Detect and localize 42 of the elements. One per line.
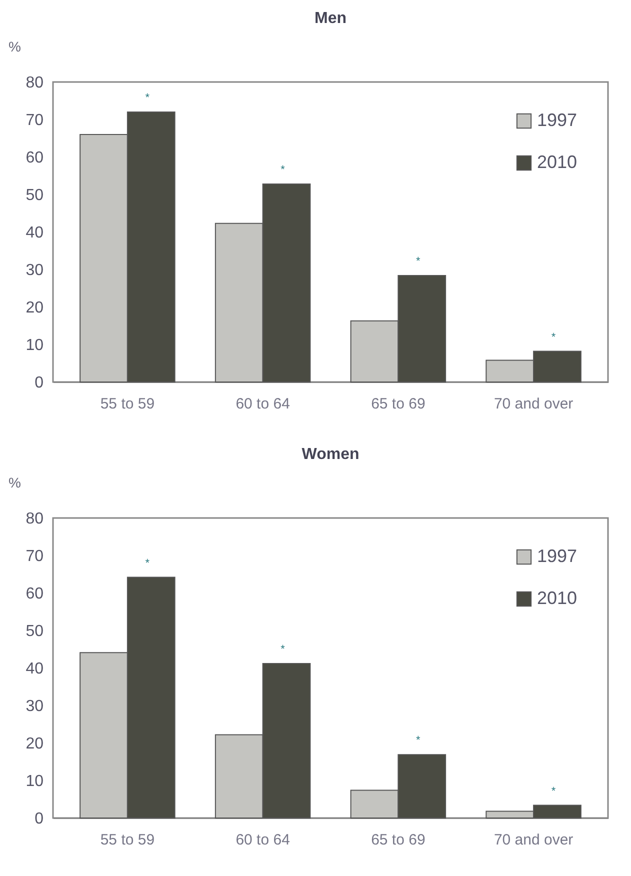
- annotation: *: [416, 734, 422, 747]
- y-tick-label: 40: [26, 660, 44, 678]
- y-tick-label: 80: [26, 74, 44, 92]
- y-tick-label: 0: [34, 374, 44, 392]
- legend-label: 2010: [537, 152, 578, 172]
- y-tick-label: 70: [26, 112, 44, 129]
- y-tick-label: 50: [26, 187, 44, 204]
- annotation: *: [551, 785, 556, 798]
- y-tick-label: 10: [26, 337, 44, 354]
- y-axis-title: %: [8, 38, 21, 54]
- annotation: *: [551, 331, 556, 344]
- y-tick-label: 10: [26, 773, 44, 790]
- legend-label: 1997: [537, 546, 578, 566]
- x-tick-label: 70 and over: [494, 832, 574, 848]
- x-tick-label: 55 to 59: [100, 396, 155, 412]
- legend-label: 2010: [537, 588, 578, 608]
- annotation: *: [145, 92, 150, 104]
- x-tick-label: 65 to 69: [371, 396, 426, 412]
- annotation: *: [145, 557, 150, 570]
- y-tick-label: 60: [26, 150, 44, 166]
- y-axis-title: %: [8, 474, 21, 490]
- annotation: *: [416, 256, 422, 268]
- y-tick-label: 70: [26, 548, 44, 565]
- y-tick-label: 50: [26, 623, 44, 640]
- x-tick-label: 70 and over: [494, 396, 574, 412]
- chart-title: Men: [314, 10, 346, 27]
- annotation: *: [280, 644, 286, 656]
- y-tick-label: 30: [26, 698, 44, 715]
- y-tick-label: 30: [26, 262, 44, 279]
- annotation: *: [280, 164, 286, 176]
- legend-label: 1997: [537, 110, 578, 130]
- x-tick-label: 65 to 69: [371, 832, 426, 848]
- x-tick-label: 60 to 64: [236, 832, 290, 848]
- y-tick-label: 0: [34, 810, 44, 828]
- y-tick-label: 20: [26, 300, 44, 316]
- y-tick-label: 80: [26, 510, 44, 528]
- x-tick-label: 60 to 64: [236, 396, 290, 412]
- x-tick-label: 55 to 59: [100, 832, 155, 848]
- y-tick-label: 60: [26, 586, 44, 602]
- chart-title: Women: [302, 446, 360, 463]
- y-tick-label: 20: [26, 736, 44, 752]
- y-tick-label: 40: [26, 224, 44, 242]
